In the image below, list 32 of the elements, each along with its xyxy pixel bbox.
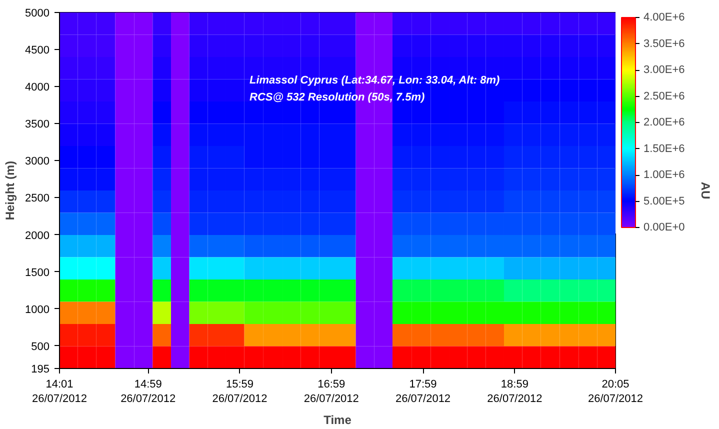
color-bar-label: 3.50E+6 [644,38,685,50]
y-tick-label: 4000 [25,82,50,94]
color-bar-label: 1.00E+6 [644,169,685,181]
y-tick-label: 1000 [25,304,50,316]
y-tick-label: 2000 [25,230,50,242]
x-tick-label: 18:59 26/07/2012 [487,378,542,405]
x-tick-label: 14:01 26/07/2012 [32,378,88,405]
y-tick-label: 5000 [25,8,50,20]
x-axis-title: Time [324,412,352,427]
color-bar-label: 3.00E+6 [644,64,685,76]
y-tick-label: 1500 [25,266,50,279]
y-tick-label: 3500 [25,118,50,131]
x-tick-label: 20:05 26/07/2012 [588,378,644,405]
color-bar-title: AU [698,182,712,200]
color-bar-label: 2.50E+6 [644,90,685,102]
y-tick-label: 500 [31,340,50,353]
color-bar-label: 5.00E+5 [644,195,685,208]
y-tick-label: 3000 [25,156,50,168]
color-bar-label: 1.50E+6 [644,142,685,155]
annotation: Limassol Cyprus (Lat:34.67, Lon: 33.04, Alt: 8m) [250,74,500,86]
annotation: RCS@ 532 Resolution (50s, 7.5m) [250,92,426,104]
y-axis-title: Height (m) [3,160,18,220]
x-tick-label: 16:59 26/07/2012 [304,378,359,405]
x-tick-label: 17:59 26/07/2012 [396,378,451,405]
y-tick-label: 4500 [25,44,50,57]
color-bar-label: 0.00E+0 [644,222,685,234]
color-bar-label: 4.00E+6 [644,12,685,24]
x-tick-label: 14:59 26/07/2012 [120,378,176,405]
y-tick-label: 2500 [25,192,50,205]
color-bar-label: 2.00E+6 [644,116,685,128]
y-tick-label: 195 [31,364,50,376]
x-tick-label: 15:59 26/07/2012 [212,378,268,405]
